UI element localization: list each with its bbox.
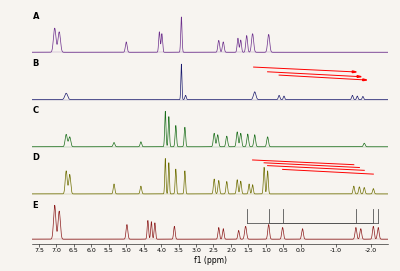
Text: A: A xyxy=(33,12,39,21)
Text: C: C xyxy=(33,106,39,115)
Text: B: B xyxy=(33,59,39,68)
Text: E: E xyxy=(33,201,38,209)
X-axis label: f1 (ppm): f1 (ppm) xyxy=(194,256,226,265)
Text: D: D xyxy=(33,153,40,162)
